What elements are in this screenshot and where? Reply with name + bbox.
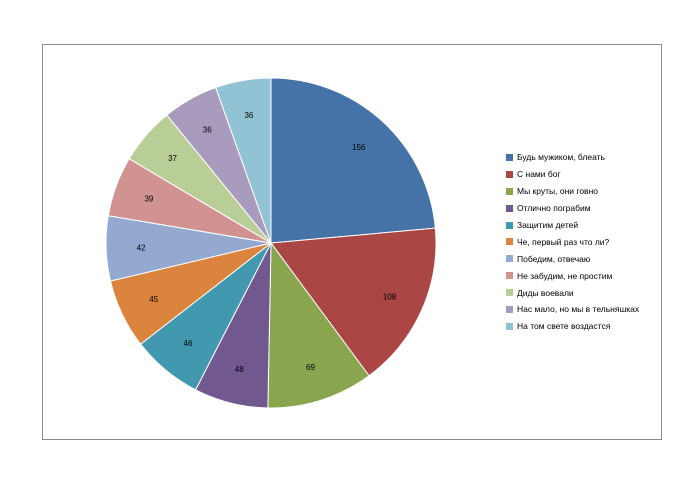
- legend-label: Отлично пограбим: [517, 203, 591, 214]
- legend-swatch: [506, 272, 513, 280]
- legend-item-1: С нами бог: [506, 166, 656, 183]
- legend-label: Мы круты, они говно: [517, 186, 598, 197]
- legend-item-5: Че, первый раз что ли?: [506, 233, 656, 250]
- slice-data-label-4: 46: [184, 339, 193, 348]
- pie-slices: [105, 77, 437, 409]
- legend-item-9: Нас мало, но мы в тельняшках: [506, 301, 656, 318]
- slice-data-label-8: 37: [168, 154, 177, 163]
- legend-item-3: Отлично пограбим: [506, 200, 656, 217]
- slice-data-label-3: 48: [235, 365, 244, 374]
- legend-label: Защитим детей: [517, 220, 579, 230]
- slice-data-label-9: 36: [203, 126, 212, 135]
- slice-data-label-7: 39: [144, 194, 153, 203]
- legend-label: Не забудим, не простим: [517, 270, 613, 281]
- legend-label: Победим, отвечаю: [517, 253, 591, 264]
- legend-label: Будь мужиком, блеать: [517, 152, 605, 163]
- pie-slice-0: [270, 77, 436, 244]
- legend-item-4: Защитим детей: [506, 217, 656, 234]
- legend-item-0: Будь мужиком, блеать: [506, 149, 656, 166]
- legend-swatch: [506, 305, 513, 313]
- pie-slice-2: [267, 241, 370, 409]
- legend-swatch: [506, 289, 513, 297]
- legend-label: Нас мало, но мы в тельняшках: [517, 304, 640, 315]
- legend-swatch: [506, 170, 513, 178]
- pie-slice-10: [215, 77, 272, 244]
- slice-data-label-6: 42: [137, 243, 146, 252]
- legend-item-2: Мы круты, они говно: [506, 183, 656, 200]
- legend-swatch: [506, 187, 513, 195]
- legend-label: Че, первый раз что ли?: [517, 236, 610, 247]
- legend-swatch: [506, 204, 513, 212]
- pie-slice-1: [270, 227, 437, 377]
- legend-item-10: На том свете воздастся: [506, 318, 656, 335]
- slice-data-label-1: 108: [383, 292, 397, 301]
- legend-swatch: [506, 255, 513, 263]
- legend-item-8: Диды воевали: [506, 284, 656, 301]
- slice-data-label-2: 69: [306, 363, 315, 372]
- legend-label: С нами бог: [517, 169, 561, 180]
- legend: Будь мужиком, блеать С нами бог Мы круты, …: [506, 149, 656, 335]
- legend-swatch: [506, 221, 513, 229]
- pie-data-labels: 156 108 69 48 46 45 42 39 37 36 36: [137, 111, 397, 374]
- legend-swatch: [506, 322, 513, 330]
- legend-swatch: [506, 153, 513, 161]
- slice-data-label-10: 36: [244, 111, 253, 120]
- legend-item-6: Победим, отвечаю: [506, 250, 656, 267]
- slice-data-label-0: 156: [352, 143, 366, 152]
- slice-data-label-5: 45: [149, 295, 158, 304]
- legend-swatch: [506, 238, 513, 246]
- legend-label: На том свете воздастся: [517, 321, 611, 332]
- legend-label: Диды воевали: [517, 287, 574, 298]
- legend-item-7: Не забудим, не простим: [506, 267, 656, 284]
